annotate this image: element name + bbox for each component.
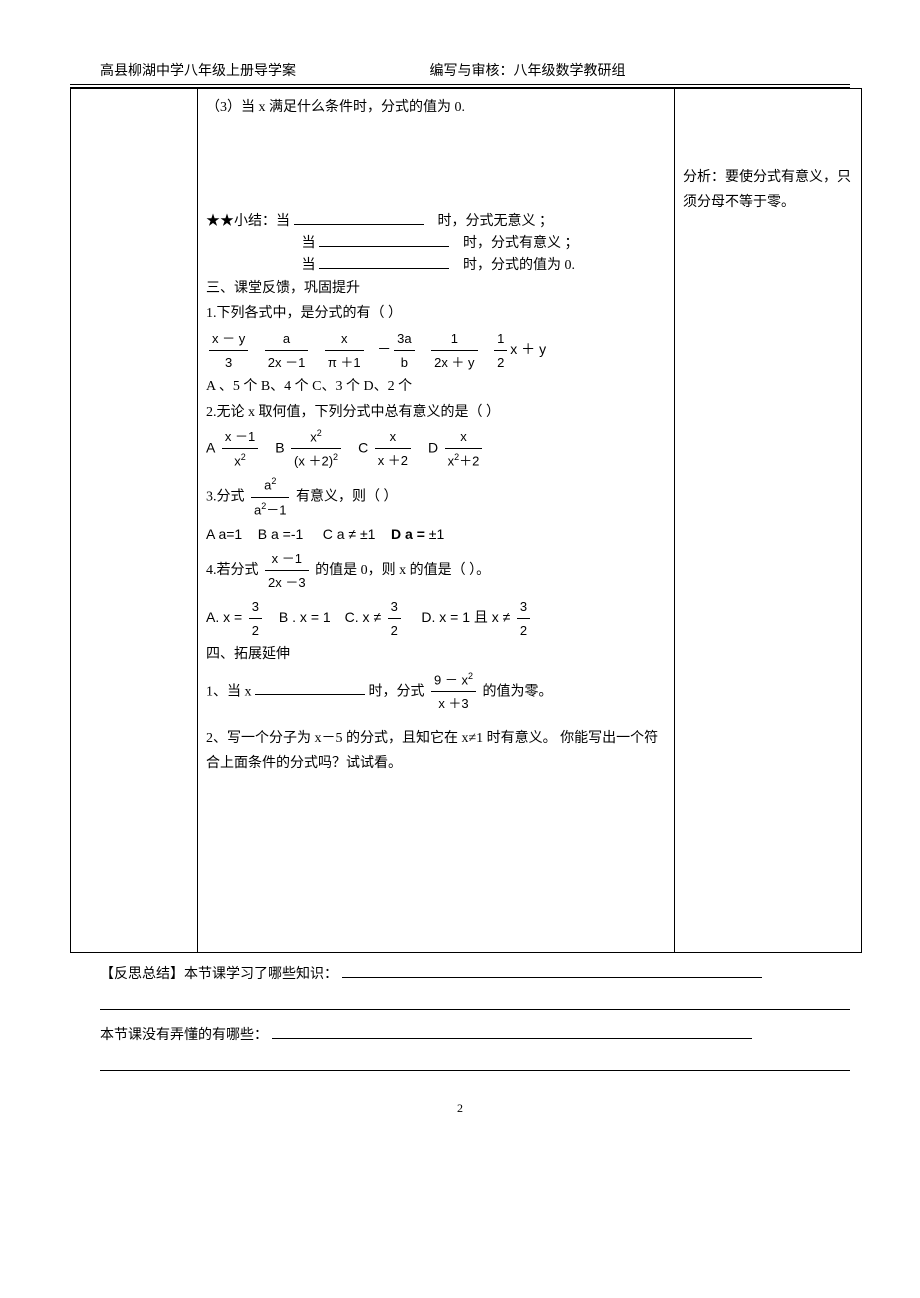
p4-tail: 的值是 0，则 x 的值是（ ）。 — [315, 563, 490, 578]
frac-2: a2x －1 — [265, 327, 309, 375]
problem-4: 4.若分式 x －12x －3 的值是 0，则 x 的值是（ ）。 — [206, 547, 666, 595]
summary-lead: ★★小结：当 — [206, 214, 290, 229]
extension-1: 1、当 x 时，分式 9 － x2x ＋3 的值为零。 — [206, 668, 666, 716]
p4-frac-d: 32 — [517, 595, 530, 643]
ext1-frac: 9 － x2x ＋3 — [431, 668, 476, 716]
blank-1 — [294, 210, 424, 225]
mid-cell: （3）当 x 满足什么条件时，分式的值为 0. ★★小结：当 时，分式无意义 ；… — [198, 89, 675, 953]
opt-a-frac: x －1x2 — [222, 425, 258, 473]
p4-frac: x －12x －3 — [265, 547, 309, 595]
blank-2 — [319, 232, 449, 247]
header-right: 编写与审核：八年级数学教研组 — [430, 60, 626, 80]
frac-6-tail: x ＋ y — [510, 341, 546, 357]
frac-4: 3ab — [394, 327, 414, 375]
p4-opt-a: A. x = — [206, 609, 242, 625]
frac-3: xπ ＋1 — [325, 327, 364, 375]
summary-lead-3: 当 — [302, 258, 316, 273]
summary-lead-2: 当 — [302, 236, 316, 251]
ext1-a: 1、当 x — [206, 684, 252, 699]
opt-a-label: A — [206, 439, 215, 455]
problem-3: 3.分式 a2a2－1 有意义，则（ ） — [206, 473, 666, 521]
opt-b-label: B — [275, 439, 284, 455]
opt-c-frac: xx ＋2 — [375, 425, 411, 473]
p4-frac-a: 32 — [249, 595, 262, 643]
content-table: （3）当 x 满足什么条件时，分式的值为 0. ★★小结：当 时，分式无意义 ；… — [70, 88, 862, 953]
section-3-title: 三、课堂反馈，巩固提升 — [206, 276, 666, 301]
frac-6: 12 — [494, 327, 507, 375]
p3-tail: 有意义，则（ ） — [296, 490, 398, 505]
summary-tail-3: 时，分式的值为 0. — [463, 258, 575, 273]
opt-d-frac: xx2＋2 — [445, 425, 483, 473]
p3-lead: 3.分式 — [206, 490, 245, 505]
summary-tail-2: 时，分式有意义 ； — [463, 236, 579, 251]
frac-5: 12x ＋ y — [431, 327, 477, 375]
problem-1-stem: 1.下列各式中，是分式的有（ ） — [206, 301, 666, 326]
reflect-line-2 — [100, 1050, 850, 1071]
neg-sign: － — [377, 341, 391, 357]
p3-frac: a2a2－1 — [251, 473, 289, 521]
problem-1-expressions: x － y3 a2x －1 xπ ＋1 －3ab 12x ＋ y 12x ＋ y — [206, 327, 666, 375]
reflection-block: 【反思总结】本节课学习了哪些知识： 本节课没有弄懂的有哪些： — [70, 963, 850, 1071]
side-note: 分析：要使分式有意义，只须分母不等于零。 — [683, 165, 853, 215]
p3-opt-a: A a=1 — [206, 526, 242, 542]
problem-1-options: A 、5 个 B、4 个 C、3 个 D、2 个 — [206, 374, 666, 399]
not-understand-blank-inline — [272, 1024, 752, 1039]
opt-b-frac: x2(x ＋2)2 — [291, 425, 341, 473]
left-cell — [71, 89, 198, 953]
p3-pm-d: ±1 — [429, 526, 444, 542]
p3-opt-b: B a =-1 — [258, 526, 304, 542]
page-number: 2 — [70, 1101, 850, 1116]
p4-lead: 4.若分式 — [206, 563, 259, 578]
p4-opt-b: B . x = 1 — [279, 609, 331, 625]
reflect-line-1 — [100, 989, 850, 1010]
frac-1: x － y3 — [209, 327, 248, 375]
extension-2: 2、写一个分子为 x－5 的分式，且知它在 x≠1 时有意义。 你能写出一个符合… — [206, 726, 666, 776]
summary-tail-1: 时，分式无意义 ； — [438, 214, 554, 229]
blank-3 — [319, 254, 449, 269]
p4-opt-d: D. x = 1 且 x ≠ — [421, 609, 510, 625]
p3-opt-c: C a ≠ — [323, 526, 356, 542]
problem-2-options: A x －1x2 B x2(x ＋2)2 C xx ＋2 D xx2＋2 — [206, 425, 666, 473]
right-cell: 分析：要使分式有意义，只须分母不等于零。 — [675, 89, 862, 953]
p3-opt-d: D a = — [391, 526, 425, 542]
p4-frac-c: 32 — [388, 595, 401, 643]
summary-block: ★★小结：当 时，分式无意义 ； 当 时，分式有意义 ； 当 时，分式的值为 0… — [206, 210, 666, 276]
p3-pm-c: ±1 — [360, 526, 375, 542]
opt-d-label: D — [428, 439, 438, 455]
reflect-label: 【反思总结】本节课学习了哪些知识： — [100, 967, 338, 982]
not-understand-label: 本节课没有弄懂的有哪些： — [100, 1028, 268, 1043]
problem-2-stem: 2.无论 x 取何值，下列分式中总有意义的是（ ） — [206, 400, 666, 425]
ext1-blank — [255, 680, 365, 695]
header-left: 高县柳湖中学八年级上册导学案 — [100, 60, 296, 80]
reflect-blank-inline — [342, 963, 762, 978]
problem-4-options: A. x = 32 B . x = 1 C. x ≠ 32 D. x = 1 且… — [206, 595, 666, 643]
ext1-c: 的值为零。 — [482, 684, 552, 699]
p4-opt-c: C. x ≠ — [345, 609, 381, 625]
ext1-b: 时，分式 — [369, 684, 425, 699]
problem-3-options: A a=1 B a =-1 C a ≠ ±1 D a = ±1 — [206, 522, 666, 547]
question-3: （3）当 x 满足什么条件时，分式的值为 0. — [206, 95, 666, 120]
section-4-title: 四、拓展延伸 — [206, 642, 666, 667]
page-header: 高县柳湖中学八年级上册导学案 编写与审核：八年级数学教研组 — [70, 60, 850, 80]
opt-c-label: C — [358, 439, 368, 455]
